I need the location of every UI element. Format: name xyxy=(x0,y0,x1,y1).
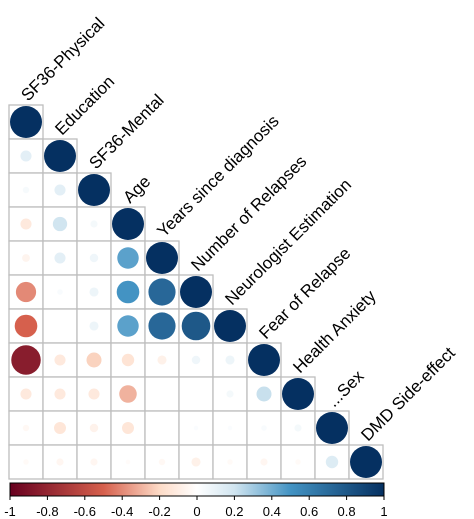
correlation-circle-10-4 xyxy=(158,458,166,466)
variable-label-5: Number of Relapses xyxy=(187,152,310,275)
colorbar-tick-label-7: 0.4 xyxy=(263,504,281,519)
correlation-circle-9-5 xyxy=(193,425,199,431)
correlation-circle-4-4 xyxy=(146,242,178,274)
correlation-circle-7-6 xyxy=(225,355,235,365)
correlation-circle-9-2 xyxy=(89,423,99,433)
correlation-circle-10-10 xyxy=(350,446,382,478)
matrix-cell-9-4 xyxy=(144,410,180,446)
correlation-circle-1-0 xyxy=(20,150,32,162)
variable-label-9: ...Sex xyxy=(323,366,368,411)
correlation-circle-6-4 xyxy=(148,312,176,340)
correlation-circle-5-0 xyxy=(15,281,37,303)
variable-label-1: Education xyxy=(51,72,118,139)
correlation-circle-9-7 xyxy=(261,425,267,431)
correlation-circle-3-1 xyxy=(52,216,68,232)
correlation-circle-7-2 xyxy=(86,352,102,368)
variable-label-3: Age xyxy=(119,172,154,207)
correlation-circle-7-7 xyxy=(248,344,280,376)
correlation-circle-4-0 xyxy=(22,254,30,262)
correlation-circle-5-5 xyxy=(180,276,212,308)
correlation-circle-5-3 xyxy=(116,280,140,304)
correlation-circle-6-6 xyxy=(214,310,246,342)
correlation-circle-10-5 xyxy=(191,457,201,467)
matrix-cell-3-1 xyxy=(42,206,78,242)
correlation-circle-10-2 xyxy=(90,458,98,466)
correlation-circle-8-3 xyxy=(119,385,137,403)
correlation-circle-8-1 xyxy=(54,388,66,400)
correlation-circle-8-2 xyxy=(88,388,100,400)
correlation-circle-5-1 xyxy=(57,289,63,295)
colorbar-tick-label-9: 0.8 xyxy=(338,504,356,519)
correlation-circle-6-2 xyxy=(89,321,99,331)
correlation-circle-2-1 xyxy=(54,184,66,196)
colorbar-tick-label-3: -0.4 xyxy=(111,504,133,519)
colorbar-tick-label-10: 1 xyxy=(380,504,387,519)
correlation-circle-6-3 xyxy=(117,315,139,337)
correlation-circle-4-1 xyxy=(54,252,66,264)
correlation-circle-10-9 xyxy=(325,455,339,469)
colorbar-tick-label-6: 0.2 xyxy=(225,504,243,519)
correlation-circle-8-8 xyxy=(282,378,314,410)
correlation-circle-10-6 xyxy=(227,459,233,465)
colorbar-tick-label-5: 0 xyxy=(193,504,200,519)
correlation-circle-6-5 xyxy=(181,311,211,341)
variable-label-4: Years since diagnosis xyxy=(153,112,282,241)
colorbar-tick-label-0: -1 xyxy=(4,504,16,519)
matrix-cell-8-4 xyxy=(144,376,180,412)
correlation-circle-9-3 xyxy=(122,422,134,434)
correlation-circle-9-0 xyxy=(22,424,30,432)
correlation-circle-10-1 xyxy=(56,458,64,466)
correlation-circle-3-2 xyxy=(90,220,98,228)
matrix-cell-4-3 xyxy=(110,240,146,276)
correlation-circle-3-0 xyxy=(20,218,32,230)
correlation-circle-7-1 xyxy=(54,354,66,366)
correlation-circle-10-3 xyxy=(125,459,131,465)
correlation-circle-8-7 xyxy=(256,386,272,402)
correlation-circle-9-6 xyxy=(227,425,233,431)
correlation-circle-9-8 xyxy=(294,424,302,432)
matrix-cell-6-1 xyxy=(42,308,78,344)
colorbar-ticks-group: -1 -0.8 -0.6 -0.4 -0.2 0 0.2 0.4 0.6 0.8 1 xyxy=(4,496,388,519)
matrix-cell-6-0 xyxy=(8,308,44,344)
correlation-circle-4-2 xyxy=(89,253,99,263)
correlation-circle-8-0 xyxy=(20,388,32,400)
correlation-circle-9-1 xyxy=(54,422,66,434)
correlation-circle-6-0 xyxy=(14,314,38,338)
colorbar xyxy=(9,482,385,497)
colorbar-tick-label-8: 0.6 xyxy=(300,504,318,519)
correlation-circle-7-3 xyxy=(121,353,135,367)
correlation-circle-0-0 xyxy=(10,106,42,138)
matrix-cell-8-5 xyxy=(178,376,214,412)
correlation-circle-3-3 xyxy=(112,208,144,240)
variable-label-6: Neurologist Estimation xyxy=(221,175,355,309)
correlation-circle-9-9 xyxy=(316,412,348,444)
colorbar-tick-label-2: -0.6 xyxy=(74,504,96,519)
matrix-circles-group xyxy=(10,106,382,478)
correlation-circle-1-1 xyxy=(44,140,76,172)
correlation-circle-10-0 xyxy=(23,459,29,465)
correlation-circle-2-0 xyxy=(22,186,30,194)
correlation-circle-7-5 xyxy=(191,355,201,365)
correlation-circle-5-4 xyxy=(148,278,176,306)
correlation-circle-7-4 xyxy=(157,355,167,365)
correlation-circle-5-2 xyxy=(89,287,99,297)
colorbar-tick-label-4: -0.2 xyxy=(148,504,170,519)
correlation-circle-10-8 xyxy=(295,459,301,465)
colorbar-tick-label-1: -0.8 xyxy=(36,504,58,519)
colorbar-group xyxy=(9,482,385,497)
correlation-circle-2-2 xyxy=(78,174,110,206)
correlation-circle-7-0 xyxy=(11,345,41,375)
correlation-circle-10-7 xyxy=(260,458,268,466)
variable-label-10: DMD Side-effect xyxy=(357,343,459,445)
correlation-circle-4-3 xyxy=(117,247,139,269)
correlation-circle-8-6 xyxy=(226,390,234,398)
